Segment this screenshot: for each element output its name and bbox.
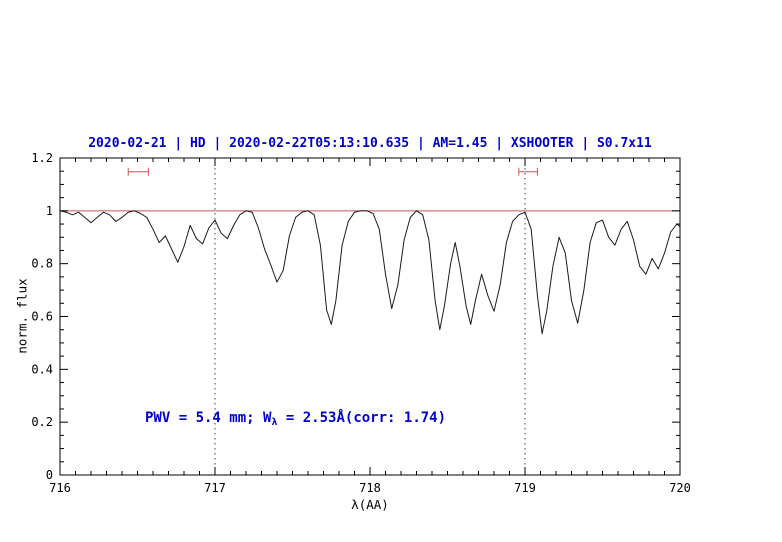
y-axis-label: norm. flux [14,278,30,354]
x-tick-label: 716 [49,481,71,495]
y-tick-label: 0.2 [31,415,53,429]
y-tick-label: 0.6 [31,310,53,324]
pwv-annotation-subscript: λ [271,417,278,428]
pwv-annotation-suffix: = 2.53Å(corr: 1.74) [277,410,447,426]
x-tick-label: 719 [514,481,536,495]
y-tick-label: 0 [46,468,53,482]
x-axis-label: λ(AA) [351,497,389,512]
y-tick-label: 0.8 [31,257,53,271]
spectrum-line [59,210,681,335]
pwv-annotation-prefix: PWV = 5.4 mm; W [145,410,272,426]
pwv-annotation: PWV = 5.4 mm; Wλ = 2.53Å(corr: 1.74) [145,410,446,428]
x-tick-label: 717 [204,481,226,495]
y-tick-label: 0.4 [31,362,53,376]
x-tick-label: 718 [359,481,381,495]
x-tick-label: 720 [669,481,691,495]
y-tick-label: 1.2 [31,151,53,165]
plot-title: 2020-02-21 | HD | 2020-02-22T05:13:10.63… [88,136,652,151]
y-tick-label: 1 [46,204,53,218]
